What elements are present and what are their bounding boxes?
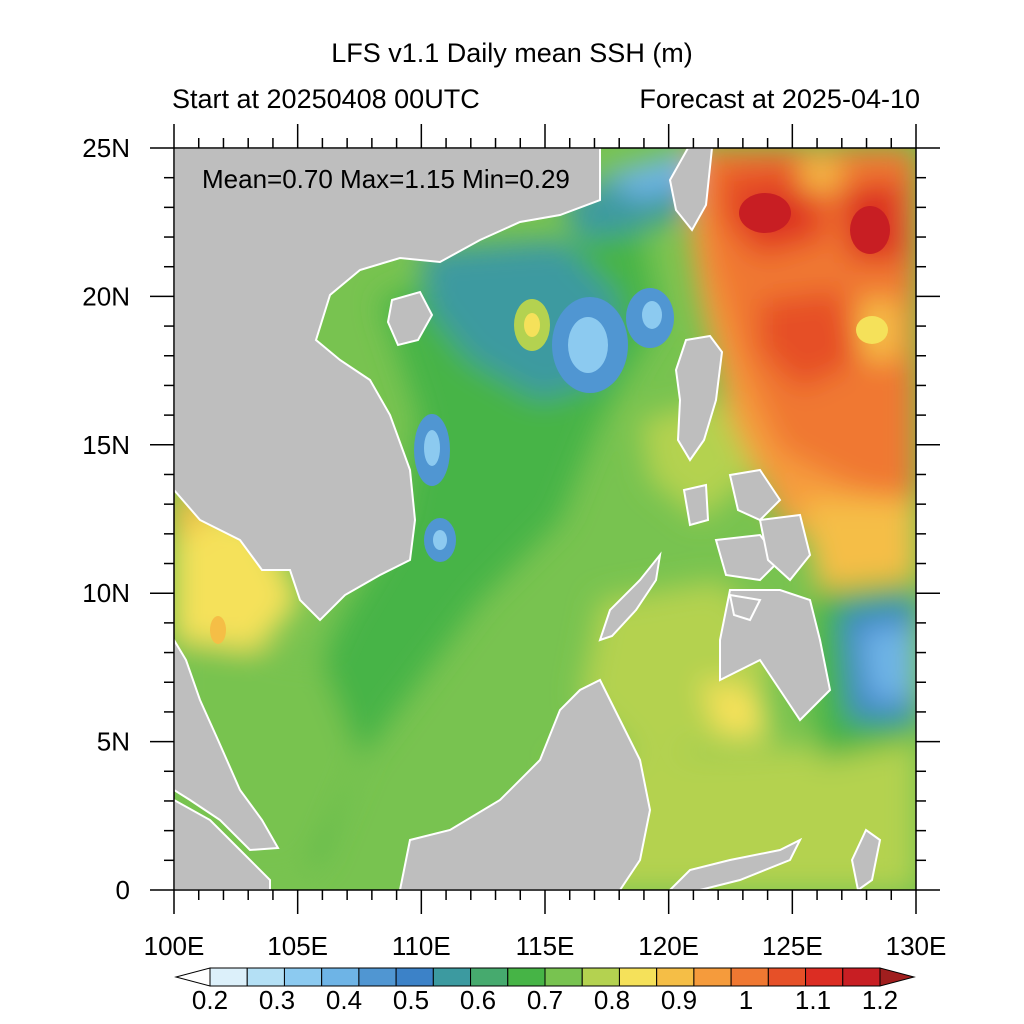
colorbar-box bbox=[321, 967, 360, 987]
x-tick-label: 110E bbox=[392, 931, 451, 961]
forecast-date-label: Forecast at 2025-04-10 bbox=[639, 84, 920, 114]
x-tick-label: 125E bbox=[762, 931, 823, 961]
colorbar-label: 1.2 bbox=[862, 985, 898, 1015]
colorbar-labels: 0.2 0.3 0.4 0.5 0.6 0.7 0.8 0.9 1 1.1 1.2 bbox=[192, 985, 898, 1015]
colorbar-box bbox=[805, 967, 844, 987]
x-tick-label: 105E bbox=[267, 931, 328, 961]
colorbar-box bbox=[432, 967, 472, 987]
map-title: LFS v1.1 Daily mean SSH (m) bbox=[331, 38, 693, 68]
colorbar-box bbox=[581, 967, 620, 987]
colorbar-label: 1 bbox=[739, 985, 753, 1015]
colorbar-label: 0.8 bbox=[594, 985, 630, 1015]
colorbar-label: 1.1 bbox=[795, 985, 831, 1015]
y-tick-label: 15N bbox=[82, 430, 130, 460]
colorbar-label: 0.3 bbox=[259, 985, 295, 1015]
y-tick-label: 0 bbox=[116, 875, 130, 905]
x-tick-label: 130E bbox=[886, 931, 947, 961]
colorbar bbox=[174, 967, 916, 987]
colorbar-box bbox=[618, 967, 658, 987]
y-tick-label: 10N bbox=[82, 578, 130, 608]
x-axis-labels: 100E 105E 110E 115E 120E 125E 130E bbox=[144, 931, 947, 961]
colorbar-label: 0.4 bbox=[326, 985, 362, 1015]
colorbar-box bbox=[656, 967, 695, 987]
x-tick-label: 115E bbox=[516, 931, 575, 961]
colorbar-box bbox=[507, 967, 546, 987]
y-tick-label: 25N bbox=[82, 133, 130, 163]
colorbar-box bbox=[395, 967, 434, 987]
axis-ticks bbox=[150, 124, 940, 914]
colorbar-box bbox=[209, 967, 248, 987]
colorbar-label: 0.2 bbox=[192, 985, 228, 1015]
ssh-field bbox=[174, 148, 916, 890]
colorbar-max-triangle bbox=[879, 967, 916, 987]
colorbar-box bbox=[693, 967, 732, 987]
y-tick-label: 20N bbox=[82, 281, 130, 311]
y-tick-label: 5N bbox=[97, 727, 130, 757]
start-time-label: Start at 20250408 00UTC bbox=[172, 84, 480, 114]
colorbar-box bbox=[246, 967, 285, 987]
colorbar-label: 0.5 bbox=[393, 985, 429, 1015]
colorbar-box bbox=[358, 967, 397, 987]
colorbar-box bbox=[544, 967, 583, 987]
colorbar-label: 0.9 bbox=[661, 985, 697, 1015]
colorbar-label: 0.7 bbox=[527, 985, 563, 1015]
colorbar-label: 0.6 bbox=[460, 985, 496, 1015]
colorbar-box bbox=[470, 967, 509, 987]
x-tick-label: 120E bbox=[638, 931, 699, 961]
x-tick-label: 100E bbox=[144, 931, 205, 961]
colorbar-box bbox=[730, 967, 769, 987]
colorbar-box bbox=[842, 967, 881, 987]
colorbar-min-triangle bbox=[174, 967, 211, 987]
colorbar-box bbox=[767, 967, 807, 987]
colorbar-box bbox=[283, 967, 323, 987]
land-masses bbox=[174, 148, 882, 890]
y-axis-labels: 25N 20N 15N 10N 5N 0 bbox=[82, 133, 130, 905]
stats-annotation: Mean=0.70 Max=1.15 Min=0.29 bbox=[202, 164, 570, 194]
